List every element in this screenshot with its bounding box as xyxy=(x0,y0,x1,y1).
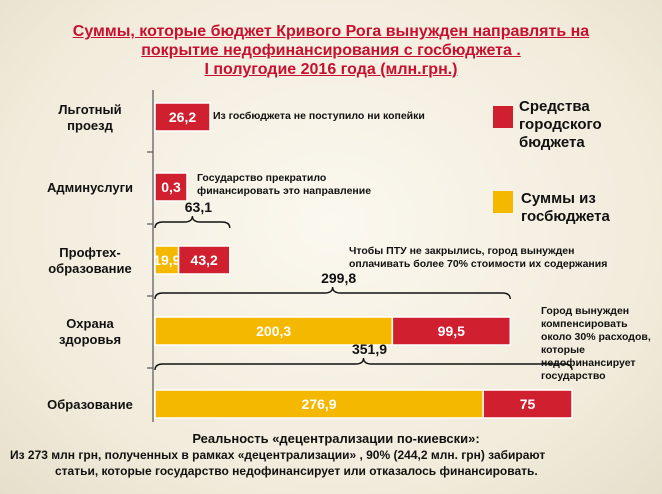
chart-title: Суммы, которые бюджет Кривого Рога вынуж… xyxy=(0,22,662,79)
note-health-line: Город вынужден xyxy=(541,305,630,317)
note-admin: Государство прекратило финансировать это… xyxy=(197,172,371,198)
bar-value-label: 200,3 xyxy=(256,323,291,339)
note-health: Город вынужден компенсировать около 30% … xyxy=(541,305,651,383)
category-label: Образование xyxy=(47,397,133,412)
note-ptu: Чтобы ПТУ не закрылись, город вынужден о… xyxy=(349,245,607,271)
legend-swatch-city xyxy=(493,106,513,128)
note-health-line: государство xyxy=(541,370,606,382)
category-label: Льготный xyxy=(58,102,121,117)
title-line-2: покрытие недофинансирования с госбюджета… xyxy=(141,42,521,59)
note-ptu-line: Чтобы ПТУ не закрылись, город вынужден xyxy=(349,245,575,257)
bar-city xyxy=(391,316,512,346)
bar-state xyxy=(154,389,484,419)
bar-city xyxy=(154,102,211,132)
bar-value-label: 276,9 xyxy=(302,396,337,412)
total-brace xyxy=(154,215,231,229)
note-health-line: недофинансирует xyxy=(541,357,636,369)
legend-label-city: Средства городского бюджета xyxy=(519,98,602,152)
note-lgotny: Из госбюджета не поступило ни копейки xyxy=(213,110,425,123)
legend-city-line: городского xyxy=(519,116,602,133)
legend-state-line: Суммы из xyxy=(521,190,596,207)
note-lgotny-text: Из госбюджета не поступило ни копейки xyxy=(213,110,425,122)
bar-city xyxy=(154,172,188,202)
legend-state-line: госбюджета xyxy=(521,208,610,225)
total-label: 63,1 xyxy=(185,199,212,215)
footer: Реальность «децентрализации по-киевски»:… xyxy=(0,431,662,479)
category-label: Админуслуги xyxy=(47,180,133,195)
bar-city xyxy=(177,245,231,275)
note-admin-line: Государство прекратило xyxy=(197,172,327,184)
title-line-1: Суммы, которые бюджет Кривого Рога вынуж… xyxy=(72,23,590,40)
footer-line-1: Из 273 млн грн, полученных в рамках «дец… xyxy=(10,448,546,462)
category-label: образование xyxy=(48,261,132,276)
total-brace xyxy=(154,357,573,371)
total-brace xyxy=(154,286,511,300)
bar-value-label: 75 xyxy=(520,396,536,412)
category-label: Охрана xyxy=(66,316,114,331)
title-line-3: I полугодие 2016 года (млн.грн.) xyxy=(204,61,458,78)
category-label: Профтех- xyxy=(59,245,120,260)
bar-value-label: 99,5 xyxy=(438,323,465,339)
bar-value-label: 19,9 xyxy=(153,252,180,268)
note-health-line: компенсировать xyxy=(541,318,628,330)
legend-city-line: Средства xyxy=(519,98,590,115)
note-health-line: около 30% расходов, xyxy=(541,331,651,343)
legend-swatch-state xyxy=(493,191,513,213)
footer-heading: Реальность «децентрализации по-киевски»: xyxy=(192,431,480,446)
bar-value-label: 0,3 xyxy=(161,179,181,195)
bar-city xyxy=(482,389,573,419)
note-admin-line: финансировать это направление xyxy=(197,185,372,197)
legend-city-line: бюджета xyxy=(519,134,585,151)
category-label: здоровья xyxy=(59,332,121,347)
footer-line-2: статьи, которые государство недофинансир… xyxy=(55,464,538,478)
legend-label-state: Суммы из госбюджета xyxy=(521,190,610,226)
bar-value-label: 26,2 xyxy=(169,109,196,125)
bar-value-label: 43,2 xyxy=(191,252,218,268)
note-health-line: которые xyxy=(541,344,585,356)
note-ptu-line: оплачивать более 70% стоимости их содерж… xyxy=(349,258,608,270)
category-label: проезд xyxy=(67,118,113,133)
total-label: 299,8 xyxy=(321,270,356,286)
total-label: 351,9 xyxy=(352,341,387,357)
